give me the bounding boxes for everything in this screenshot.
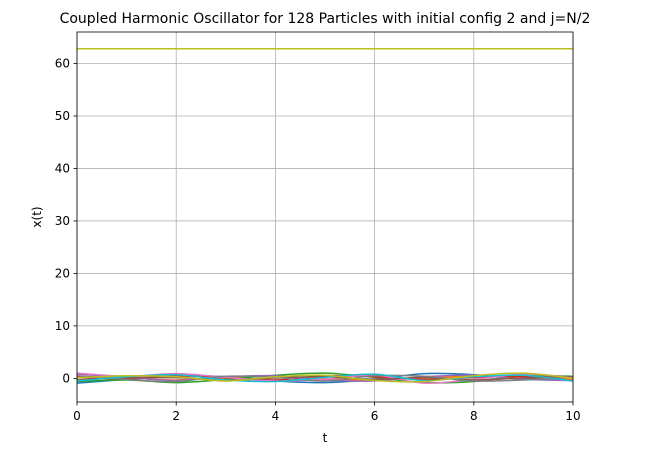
chart-title: Coupled Harmonic Oscillator for 128 Part… xyxy=(60,11,591,27)
x-tick-label: 4 xyxy=(272,409,280,423)
x-tick-label: 8 xyxy=(470,409,478,423)
y-tick-label: 10 xyxy=(55,319,70,333)
x-tick-label: 2 xyxy=(172,409,180,423)
x-tick-label: 6 xyxy=(371,409,379,423)
x-axis-label: t xyxy=(323,431,328,445)
axes: 0 2 4 6 8 10 0 10 20 30 40 50 60 xyxy=(55,31,581,423)
y-tick-label: 20 xyxy=(55,266,70,280)
y-tick-label: 0 xyxy=(62,371,70,385)
series-line-8 xyxy=(77,374,573,383)
plot-frame xyxy=(76,31,574,403)
series-line-9 xyxy=(77,373,573,383)
x-tick-label: 0 xyxy=(73,409,81,423)
series-layer xyxy=(77,48,573,384)
y-tick-label: 30 xyxy=(55,214,70,228)
y-tick-label: 40 xyxy=(55,161,70,175)
y-axis-label: x(t) xyxy=(30,206,44,227)
series-line-10 xyxy=(77,372,573,383)
y-tick-label: 50 xyxy=(55,109,70,123)
y-tick-label: 60 xyxy=(55,56,70,70)
x-tick-label: 10 xyxy=(565,409,580,423)
